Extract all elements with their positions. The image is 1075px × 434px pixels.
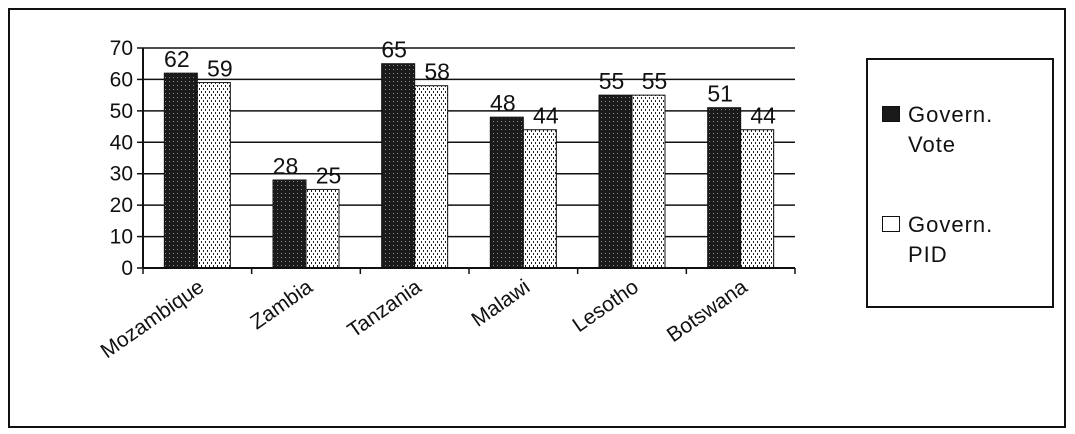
data-label: 55 <box>599 68 625 94</box>
data-label: 44 <box>750 103 776 129</box>
bar-pid <box>305 188 340 269</box>
bar-vote <box>272 179 307 269</box>
x-category-label: Lesotho <box>568 275 642 337</box>
data-label: 62 <box>164 46 190 72</box>
y-tick-label: 70 <box>110 37 133 60</box>
data-label: 59 <box>207 56 233 82</box>
data-label: 55 <box>642 68 668 94</box>
legend-item-pid: Govern. PID <box>882 210 1038 270</box>
gridlines <box>143 47 795 238</box>
legend-label-pid: Govern. PID <box>908 212 994 267</box>
data-label: 58 <box>424 59 450 85</box>
bar-pid <box>196 82 231 269</box>
x-category-label: Malawi <box>467 275 534 331</box>
data-label: 25 <box>316 162 342 188</box>
y-tick-label: 0 <box>121 257 133 280</box>
data-label: 44 <box>533 103 559 129</box>
y-tick-label: 10 <box>110 226 133 249</box>
x-category-label: Zambia <box>246 275 317 334</box>
legend-swatch-vote <box>882 106 900 122</box>
axes: 0 10 20 30 40 50 60 70 <box>110 37 796 280</box>
bar-vote <box>598 94 633 269</box>
y-tick-label: 60 <box>110 68 133 91</box>
bar-vote <box>381 63 416 269</box>
data-label: 51 <box>707 81 733 107</box>
bar-pid <box>522 129 557 269</box>
legend: Govern. Vote Govern. PID <box>866 58 1054 308</box>
legend-label-vote: Govern. Vote <box>908 102 994 157</box>
y-tick-label: 50 <box>110 100 133 123</box>
y-tick-label: 30 <box>110 163 133 186</box>
data-label: 28 <box>273 153 299 179</box>
bar-pid <box>631 94 666 269</box>
bar-pid <box>740 129 775 269</box>
legend-swatch-pid <box>882 216 900 232</box>
bar-vote <box>163 72 198 269</box>
x-category-label: Botswana <box>663 275 752 347</box>
bar-vote <box>489 116 524 269</box>
data-label: 48 <box>490 90 516 116</box>
bar-vote <box>707 107 742 269</box>
x-category-label: Tanzania <box>343 275 425 342</box>
bar-pid <box>414 85 449 269</box>
y-tick-label: 20 <box>110 194 133 217</box>
data-label: 65 <box>381 37 407 63</box>
bars <box>163 63 775 269</box>
y-tick-label: 40 <box>110 131 133 154</box>
x-category-label: Mozambique <box>97 275 209 363</box>
legend-item-vote: Govern. Vote <box>882 100 1038 160</box>
